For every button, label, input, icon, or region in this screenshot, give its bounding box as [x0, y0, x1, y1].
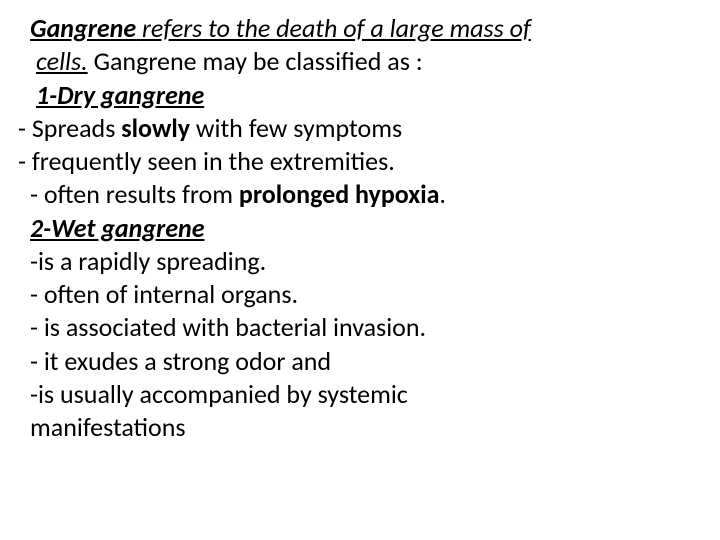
wet-point2: - often of internal organs.: [18, 278, 702, 311]
wet-point1: -is a rapidly spreading.: [18, 245, 702, 278]
emphasis-slowly: slowly: [121, 112, 190, 144]
text-line-1: Gangrene refers to the death of a large …: [18, 12, 702, 45]
text-line-4: - Spreads slowly with few symptoms: [18, 112, 702, 145]
dry-point3b: .: [439, 178, 446, 210]
dry-point3a: - often results from: [30, 178, 239, 210]
text-line-2: cells. Gangrene may be classified as :: [18, 45, 702, 78]
heading-dry-gangrene: 1-Dry gangrene: [18, 79, 702, 112]
term-gangrene: Gangrene: [30, 12, 136, 44]
wet-point5a: -is usually accompanied by systemic: [18, 378, 702, 411]
definition-part1: refers to the death of a large mass of: [136, 12, 531, 44]
wet-point3: - is associated with bacterial invasion.: [18, 311, 702, 344]
heading-wet-gangrene: 2-Wet gangrene: [18, 212, 702, 245]
dry-point1b: with few symptoms: [190, 112, 402, 144]
wet-point5b: manifestations: [18, 411, 702, 444]
text-line-6: - often results from prolonged hypoxia.: [18, 178, 702, 211]
slide-content: Gangrene refers to the death of a large …: [18, 12, 702, 444]
dry-point1a: - Spreads: [18, 112, 121, 144]
definition-part2: cells.: [36, 45, 88, 77]
emphasis-hypoxia: prolonged hypoxia: [239, 178, 440, 210]
dry-point2: - frequently seen in the extremities.: [18, 145, 702, 178]
classification-intro: Gangrene may be classified as :: [88, 45, 423, 77]
wet-point4: - it exudes a strong odor and: [18, 345, 702, 378]
